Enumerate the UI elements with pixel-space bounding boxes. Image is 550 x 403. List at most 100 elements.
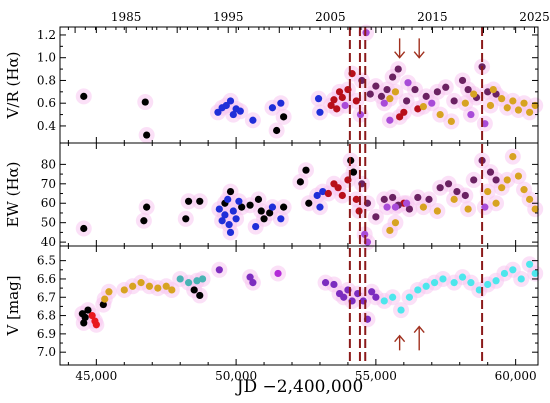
xtick-label: 55,000 [355,369,397,383]
data-point-ew [531,205,539,213]
data-point-v [340,293,348,301]
data-point-vr [143,131,151,139]
data-point-v [193,277,201,285]
data-point-ew [349,168,358,176]
data-point-ew [252,222,260,231]
data-point-ew [526,195,534,203]
data-point-vr [352,97,360,105]
data-point-ew [257,207,265,215]
data-point-ew [372,213,380,221]
data-point-v [450,279,458,287]
data-point-ew [403,199,411,207]
data-point-vr [214,108,222,116]
data-point-v [526,260,534,268]
data-point-ew [226,187,235,196]
arrow-head [394,51,406,59]
data-point-v [430,279,439,287]
data-point-ew [492,199,500,207]
data-point-v [509,266,517,274]
data-point-v [439,275,447,283]
data-point-vr [386,116,394,124]
data-point-vr [222,101,230,110]
data-point-ew [232,215,240,223]
data-point-vr [268,104,277,112]
data-point-vr [433,88,441,96]
data-point-ew [391,219,400,227]
data-point-ew [221,211,229,219]
xtick-label: 50,000 [215,369,257,383]
data-point-ew [296,178,304,186]
data-point-ew [235,197,243,205]
data-point-ew [352,195,360,203]
data-point-ew [425,195,433,203]
ytick-label-v: 7.0 [37,345,56,359]
ytick-label-vr: 1.0 [37,51,56,65]
data-point-v [372,293,380,301]
vertical-markers [348,27,484,365]
data-point-v [500,269,509,278]
data-point-v [84,306,92,314]
data-point-vr [520,99,528,107]
data-point-ew [143,203,151,211]
ytick-label-ew: 50 [41,216,56,230]
data-point-vr [372,82,380,90]
data-point-vr [526,108,534,116]
panel-frame-v [59,245,539,366]
data-point-vr [419,103,427,111]
data-point-ew [218,217,226,225]
data-point-v [414,286,422,294]
data-point-vr [314,95,323,103]
data-point-ew [302,166,310,174]
ytick-label-ew: 60 [41,196,56,210]
data-point-ew [391,203,400,211]
data-point-v [458,273,467,281]
data-point-vr [396,113,404,121]
data-point-vr [436,110,444,119]
data-point-vr [80,92,88,100]
data-point-vr [383,85,391,94]
data-point-vr [327,101,335,110]
data-point-v [137,279,145,287]
data-point-ew [461,191,469,200]
ytick-label-v: 6.7 [37,290,56,304]
data-point-ew [484,187,492,196]
data-point-ew [453,187,461,196]
data-point-ew [225,221,233,229]
data-point-ew [509,153,517,161]
ylabel-ew: EW (Hα) [4,161,22,227]
data-point-v [467,279,475,287]
data-point-ew [238,203,246,211]
data-point-vr [273,126,281,135]
data-point-ew [389,193,397,202]
data-point-ew [338,191,346,200]
data-point-ew [450,195,458,203]
data-point-vr [391,88,400,96]
data-point-v [397,306,405,314]
data-point-ew [184,197,193,205]
data-point-vr [236,107,244,115]
data-point-ew [80,224,88,233]
data-point-ew [224,195,232,203]
data-point-vr [249,116,257,124]
data-point-ew [436,184,444,192]
xtick-label: 60,000 [495,369,537,383]
data-point-v [249,279,257,287]
data-point-ew [383,203,391,211]
data-point-v [246,273,254,281]
data-point-ew [405,205,414,213]
ytick-label-v: 6.9 [37,327,56,341]
data-point-v [184,279,193,287]
data-point-ew [414,193,422,202]
ytick-label-ew: 80 [41,157,56,171]
data-point-v [145,282,154,290]
data-point-ew [277,215,285,223]
year-tick-label: 2015 [417,10,448,24]
ytick-label-vr: 0.6 [37,96,56,110]
data-point-ew [514,172,523,180]
data-point-ew [305,199,313,207]
data-point-v [129,282,137,290]
data-point-v [531,269,539,278]
data-point-ew [268,203,277,211]
data-point-ew [215,205,223,213]
year-tick-label: 1985 [111,10,142,24]
